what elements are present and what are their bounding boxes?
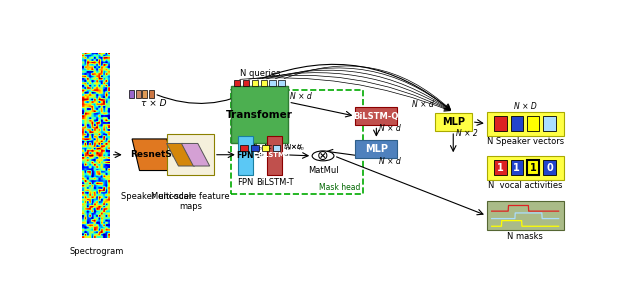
Text: $t_m$$\times$$d$: $t_m$$\times$$d$ [284, 142, 303, 154]
Text: BiLSTM-Q: BiLSTM-Q [354, 112, 399, 121]
Text: BiLSTM-T: BiLSTM-T [258, 152, 292, 158]
FancyBboxPatch shape [486, 201, 564, 230]
FancyBboxPatch shape [251, 144, 259, 151]
Text: ⊗: ⊗ [317, 149, 329, 163]
FancyBboxPatch shape [269, 80, 276, 86]
Text: 1: 1 [530, 163, 536, 173]
FancyBboxPatch shape [527, 160, 540, 175]
Text: N × D: N × D [514, 102, 536, 111]
FancyBboxPatch shape [494, 116, 507, 131]
FancyBboxPatch shape [262, 144, 269, 151]
Text: FPN: FPN [237, 178, 253, 188]
FancyBboxPatch shape [543, 116, 556, 131]
FancyBboxPatch shape [435, 113, 472, 131]
Text: Speaker encoder: Speaker encoder [121, 192, 193, 201]
FancyBboxPatch shape [237, 136, 253, 175]
Text: 1: 1 [513, 163, 520, 173]
Text: Transfomer: Transfomer [227, 110, 293, 120]
Text: 0: 0 [546, 163, 553, 173]
Circle shape [312, 151, 334, 161]
FancyBboxPatch shape [260, 80, 267, 86]
FancyBboxPatch shape [234, 80, 240, 86]
Polygon shape [181, 144, 210, 166]
FancyBboxPatch shape [543, 160, 556, 175]
Text: FPN: FPN [236, 151, 254, 160]
FancyBboxPatch shape [273, 144, 280, 151]
FancyBboxPatch shape [231, 86, 288, 144]
Polygon shape [132, 139, 174, 171]
Text: N × d: N × d [412, 100, 434, 109]
FancyBboxPatch shape [278, 80, 285, 86]
FancyBboxPatch shape [268, 136, 282, 175]
Text: N × 2: N × 2 [456, 129, 477, 137]
Text: N  vocal activities: N vocal activities [488, 181, 563, 190]
Text: N × d: N × d [379, 157, 401, 166]
FancyBboxPatch shape [486, 112, 564, 136]
Text: MatMul: MatMul [308, 166, 339, 176]
Text: N masks: N masks [508, 232, 543, 241]
FancyBboxPatch shape [486, 156, 564, 180]
Text: $N$$\times$$t_m$: $N$$\times$$t_m$ [285, 142, 305, 154]
FancyBboxPatch shape [527, 160, 540, 175]
Bar [231, 91, 363, 194]
FancyBboxPatch shape [252, 80, 258, 86]
Text: N × d: N × d [379, 124, 401, 133]
FancyBboxPatch shape [511, 160, 523, 175]
Text: τ × D: τ × D [141, 99, 166, 108]
FancyBboxPatch shape [167, 134, 214, 175]
FancyBboxPatch shape [143, 90, 147, 98]
FancyBboxPatch shape [527, 116, 540, 131]
FancyBboxPatch shape [129, 90, 134, 98]
Text: Multi-scale feature
maps: Multi-scale feature maps [151, 192, 230, 211]
Text: MLP: MLP [442, 117, 465, 127]
Text: Spectrogram: Spectrogram [69, 247, 124, 256]
FancyBboxPatch shape [494, 160, 507, 175]
Text: N Speaker vectors: N Speaker vectors [486, 137, 564, 146]
FancyBboxPatch shape [240, 144, 248, 151]
Text: ResnetSE: ResnetSE [131, 150, 179, 159]
Text: N queries: N queries [239, 69, 280, 78]
FancyBboxPatch shape [243, 80, 249, 86]
Text: 1: 1 [497, 163, 504, 173]
FancyBboxPatch shape [511, 116, 523, 131]
Text: Mask head: Mask head [319, 183, 360, 192]
Text: MLP: MLP [365, 144, 388, 154]
Text: $t_m$$\times$$c$: $t_m$$\times$$c$ [253, 142, 273, 154]
FancyBboxPatch shape [355, 140, 397, 158]
Text: N × d: N × d [290, 92, 312, 101]
Text: BiLSTM-T: BiLSTM-T [256, 178, 294, 188]
FancyBboxPatch shape [355, 107, 397, 125]
Polygon shape [166, 144, 195, 166]
FancyBboxPatch shape [136, 90, 141, 98]
FancyBboxPatch shape [150, 90, 154, 98]
